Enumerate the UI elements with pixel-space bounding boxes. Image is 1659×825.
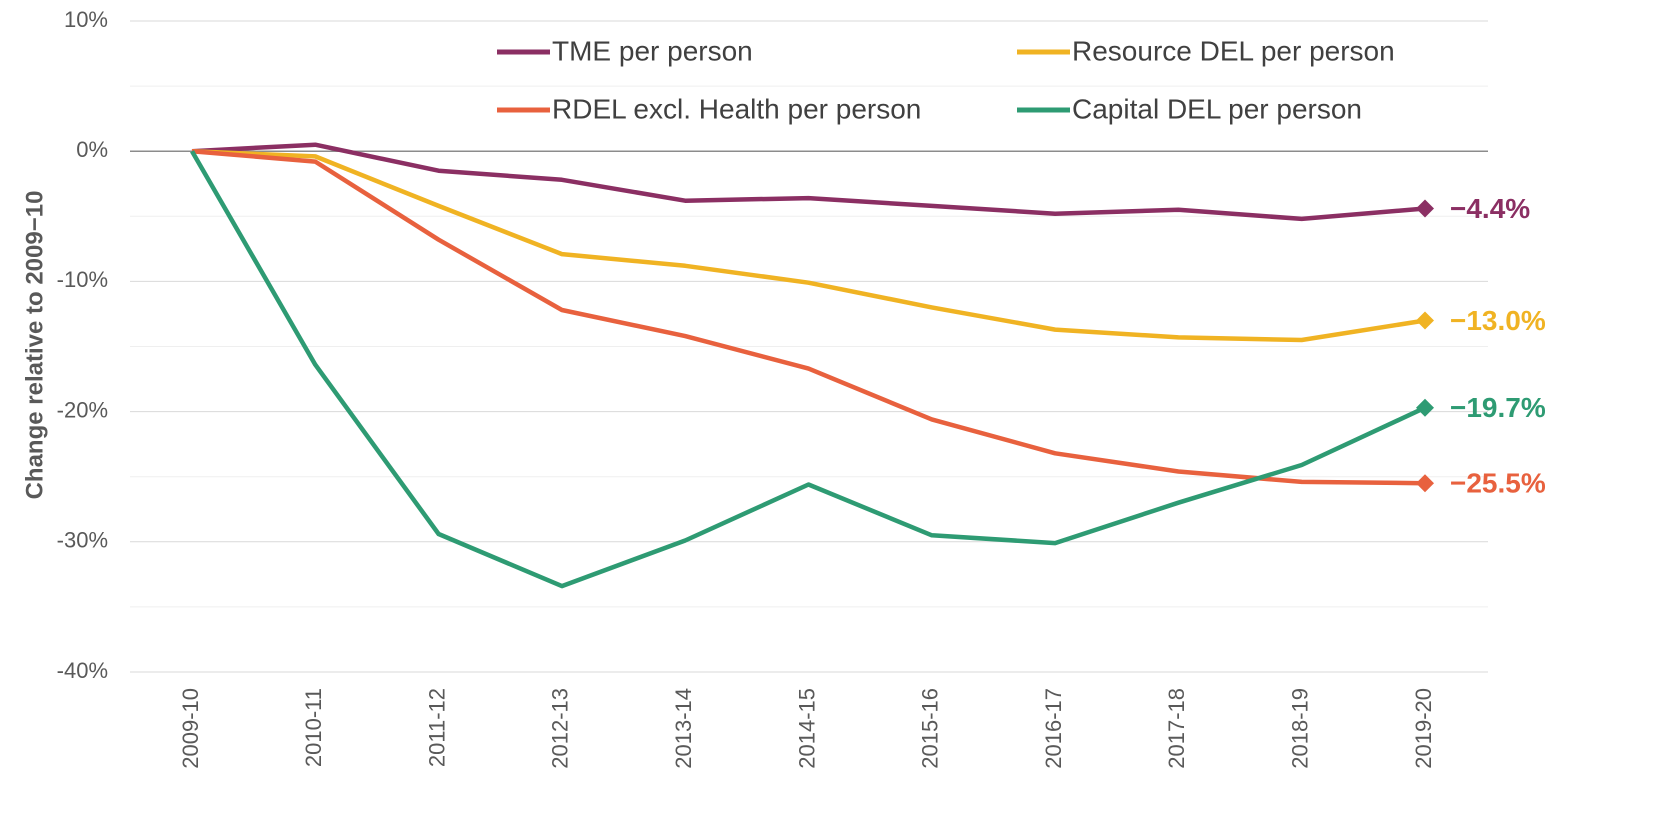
y-tick-label: -10% <box>57 267 108 292</box>
x-tick-label: 2011-12 <box>424 688 449 767</box>
end-label: −4.4% <box>1450 193 1530 224</box>
line-series <box>190 150 1426 589</box>
end-label: −19.7% <box>1450 392 1546 423</box>
x-tick-label: 2019-20 <box>1411 688 1436 769</box>
end-marker <box>1416 398 1434 417</box>
y-tick-label: 0% <box>76 137 108 162</box>
y-axis-title: Change relative to 2009−10 <box>21 191 48 500</box>
line-series <box>191 148 1426 486</box>
legend-text: RDEL excl. Health per person <box>552 93 921 124</box>
x-tick-label: 2015-16 <box>918 688 943 769</box>
line-series <box>191 148 1426 343</box>
line-series <box>191 142 1426 222</box>
end-label: −13.0% <box>1450 305 1546 336</box>
legend-text: TME per person <box>552 35 753 66</box>
x-tick-label: 2017-18 <box>1164 688 1189 769</box>
end-marker <box>1416 474 1434 493</box>
x-tick-label: 2013-14 <box>671 688 696 769</box>
x-tick-label: 2009-10 <box>178 688 203 769</box>
y-tick-label: -30% <box>57 528 108 553</box>
x-tick-label: 2016-17 <box>1041 688 1066 769</box>
x-tick-label: 2010-11 <box>301 688 326 767</box>
end-label: −25.5% <box>1450 468 1546 499</box>
end-marker <box>1416 199 1434 218</box>
legend-text: Resource DEL per person <box>1072 35 1395 66</box>
x-tick-label: 2018-19 <box>1288 688 1313 769</box>
end-marker <box>1416 311 1434 330</box>
y-tick-label: -40% <box>57 658 108 683</box>
y-tick-label: 10% <box>64 7 108 32</box>
legend-text: Capital DEL per person <box>1072 93 1362 124</box>
x-tick-label: 2012-13 <box>548 688 573 769</box>
x-tick-label: 2014-15 <box>794 688 819 769</box>
y-tick-label: -20% <box>57 397 108 422</box>
